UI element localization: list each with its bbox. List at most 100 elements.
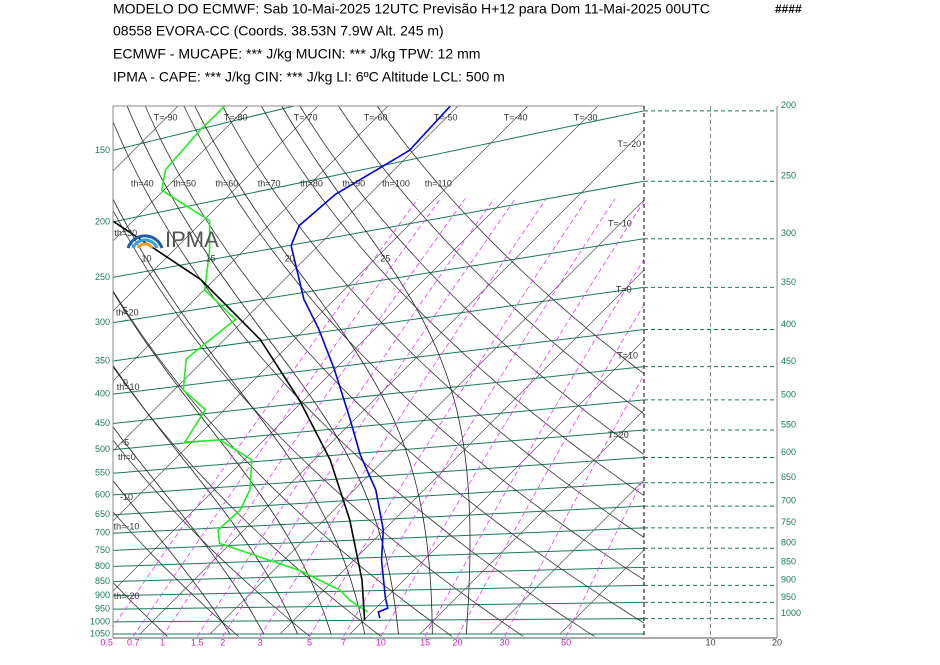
line-label: th=-10 bbox=[114, 521, 140, 531]
line-label: th=80 bbox=[300, 178, 323, 188]
pressure-label: 650 bbox=[95, 509, 110, 519]
pressure-label: 300 bbox=[95, 317, 110, 327]
moist-adiabat bbox=[281, 106, 471, 635]
dry-adiabat bbox=[260, 106, 644, 497]
mixing-ratio-label: 50 bbox=[561, 637, 571, 647]
mixing-ratio-line bbox=[309, 198, 588, 637]
line-label: th=-20 bbox=[114, 591, 140, 601]
pressure-label: 900 bbox=[95, 590, 110, 600]
line-label: T=-30 bbox=[574, 113, 598, 123]
dry-adiabat bbox=[376, 106, 644, 375]
pressure-label: 400 bbox=[95, 389, 110, 399]
line-label: T=-10 bbox=[608, 219, 632, 229]
mixing-ratio-label: 15 bbox=[420, 637, 430, 647]
line-label: th=60 bbox=[215, 178, 238, 188]
mixing-ratio-line bbox=[113, 198, 419, 628]
mixing-ratio-label: 0.5 bbox=[100, 637, 113, 647]
isobar bbox=[113, 456, 644, 496]
mixing-ratio-line bbox=[457, 303, 644, 637]
line-label: 5 bbox=[123, 306, 128, 316]
mixing-ratio-label: 1.5 bbox=[191, 637, 204, 647]
mixing-ratio-label: 2 bbox=[220, 637, 225, 647]
moist-adiabat bbox=[113, 291, 332, 635]
wind-level-label: 650 bbox=[781, 472, 796, 482]
header-code: #### bbox=[775, 2, 802, 16]
isotherm bbox=[113, 106, 389, 382]
line-label: th=0 bbox=[118, 452, 136, 462]
mixing-ratio-label: 20 bbox=[453, 637, 463, 647]
isotherm bbox=[419, 409, 644, 635]
line-label: th=100 bbox=[382, 178, 410, 188]
wind-level-label: 750 bbox=[781, 517, 796, 527]
line-label: T=-40 bbox=[504, 113, 528, 123]
plot-profiles bbox=[113, 106, 452, 621]
isobar bbox=[113, 180, 644, 278]
line-label: 25 bbox=[380, 253, 390, 263]
wind-level-label: 550 bbox=[781, 419, 796, 429]
mixing-ratio-line bbox=[343, 198, 616, 637]
line-label: T=0 bbox=[616, 285, 632, 295]
mixing-ratio-line bbox=[504, 374, 644, 637]
line-label: T=-50 bbox=[434, 113, 458, 123]
mixing-ratio-line bbox=[565, 476, 644, 637]
dry-adiabat bbox=[144, 106, 644, 624]
line-label: th=110 bbox=[425, 178, 452, 188]
isotherm bbox=[349, 339, 644, 635]
pressure-label: 950 bbox=[95, 604, 110, 614]
header-line: ECMWF - MUCAPE: *** J/kg MUCIN: *** J/kg… bbox=[113, 46, 480, 62]
line-label: T=10 bbox=[617, 351, 638, 361]
isobar bbox=[113, 566, 644, 582]
wind-level-label: 400 bbox=[781, 319, 796, 329]
logo-text: IPMA bbox=[165, 227, 219, 252]
wind-level-label: 700 bbox=[781, 495, 796, 505]
header-line: MODELO DO ECMWF: Sab 10-Mai-2025 12UTC P… bbox=[113, 1, 710, 17]
profile-line bbox=[160, 106, 369, 613]
isobar bbox=[113, 429, 644, 474]
logo-arc bbox=[131, 238, 159, 249]
isobar bbox=[113, 329, 644, 395]
pressure-label: 450 bbox=[95, 418, 110, 428]
header-line: IPMA - CAPE: *** J/kg CIN: *** J/kg LI: … bbox=[113, 69, 505, 85]
wind-level-label: 900 bbox=[781, 575, 796, 585]
isotherm bbox=[489, 479, 644, 635]
dry-adiabat bbox=[113, 209, 524, 637]
isobar bbox=[113, 505, 644, 534]
line-label: T=-90 bbox=[154, 113, 178, 123]
wind-level-label: 850 bbox=[781, 557, 796, 567]
line-label: T=-60 bbox=[364, 113, 388, 123]
wind-level-label: 300 bbox=[781, 228, 796, 238]
dry-adiabat bbox=[338, 106, 644, 415]
pressure-label: 150 bbox=[95, 145, 110, 155]
pressure-label: 550 bbox=[95, 468, 110, 478]
mixing-ratio-label: 5 bbox=[307, 637, 312, 647]
isobar bbox=[113, 482, 644, 516]
pressure-label: 500 bbox=[95, 444, 110, 454]
mixing-ratio-label: 7 bbox=[341, 637, 346, 647]
line-label: T=-80 bbox=[224, 113, 248, 123]
wind-tick-label: 20 bbox=[772, 637, 782, 647]
mixing-ratio-label: 10 bbox=[376, 637, 386, 647]
moist-adiabat bbox=[113, 364, 298, 635]
wind-level-label: 350 bbox=[781, 277, 796, 287]
mixing-ratio-label: 3 bbox=[258, 637, 263, 647]
dry-adiabat bbox=[183, 106, 644, 581]
pressure-label: 700 bbox=[95, 528, 110, 538]
isotherm bbox=[113, 106, 249, 242]
pressure-label: 1000 bbox=[90, 616, 110, 626]
isotherm bbox=[113, 106, 319, 312]
mixing-ratio-label: 30 bbox=[500, 637, 510, 647]
pressure-label: 750 bbox=[95, 545, 110, 555]
isobar bbox=[113, 106, 297, 151]
mixing-ratio-label: 1 bbox=[160, 637, 165, 647]
mixing-ratio-line bbox=[162, 198, 466, 637]
logo-arc bbox=[136, 242, 154, 249]
line-label: th=90 bbox=[342, 178, 365, 188]
dry-adiabat bbox=[113, 511, 239, 637]
moist-adiabat bbox=[113, 198, 366, 635]
wind-tick-label: 10 bbox=[705, 637, 715, 647]
line-label: 15 bbox=[206, 253, 216, 263]
isotherm bbox=[113, 106, 529, 522]
wind-level-label: 800 bbox=[781, 538, 796, 548]
